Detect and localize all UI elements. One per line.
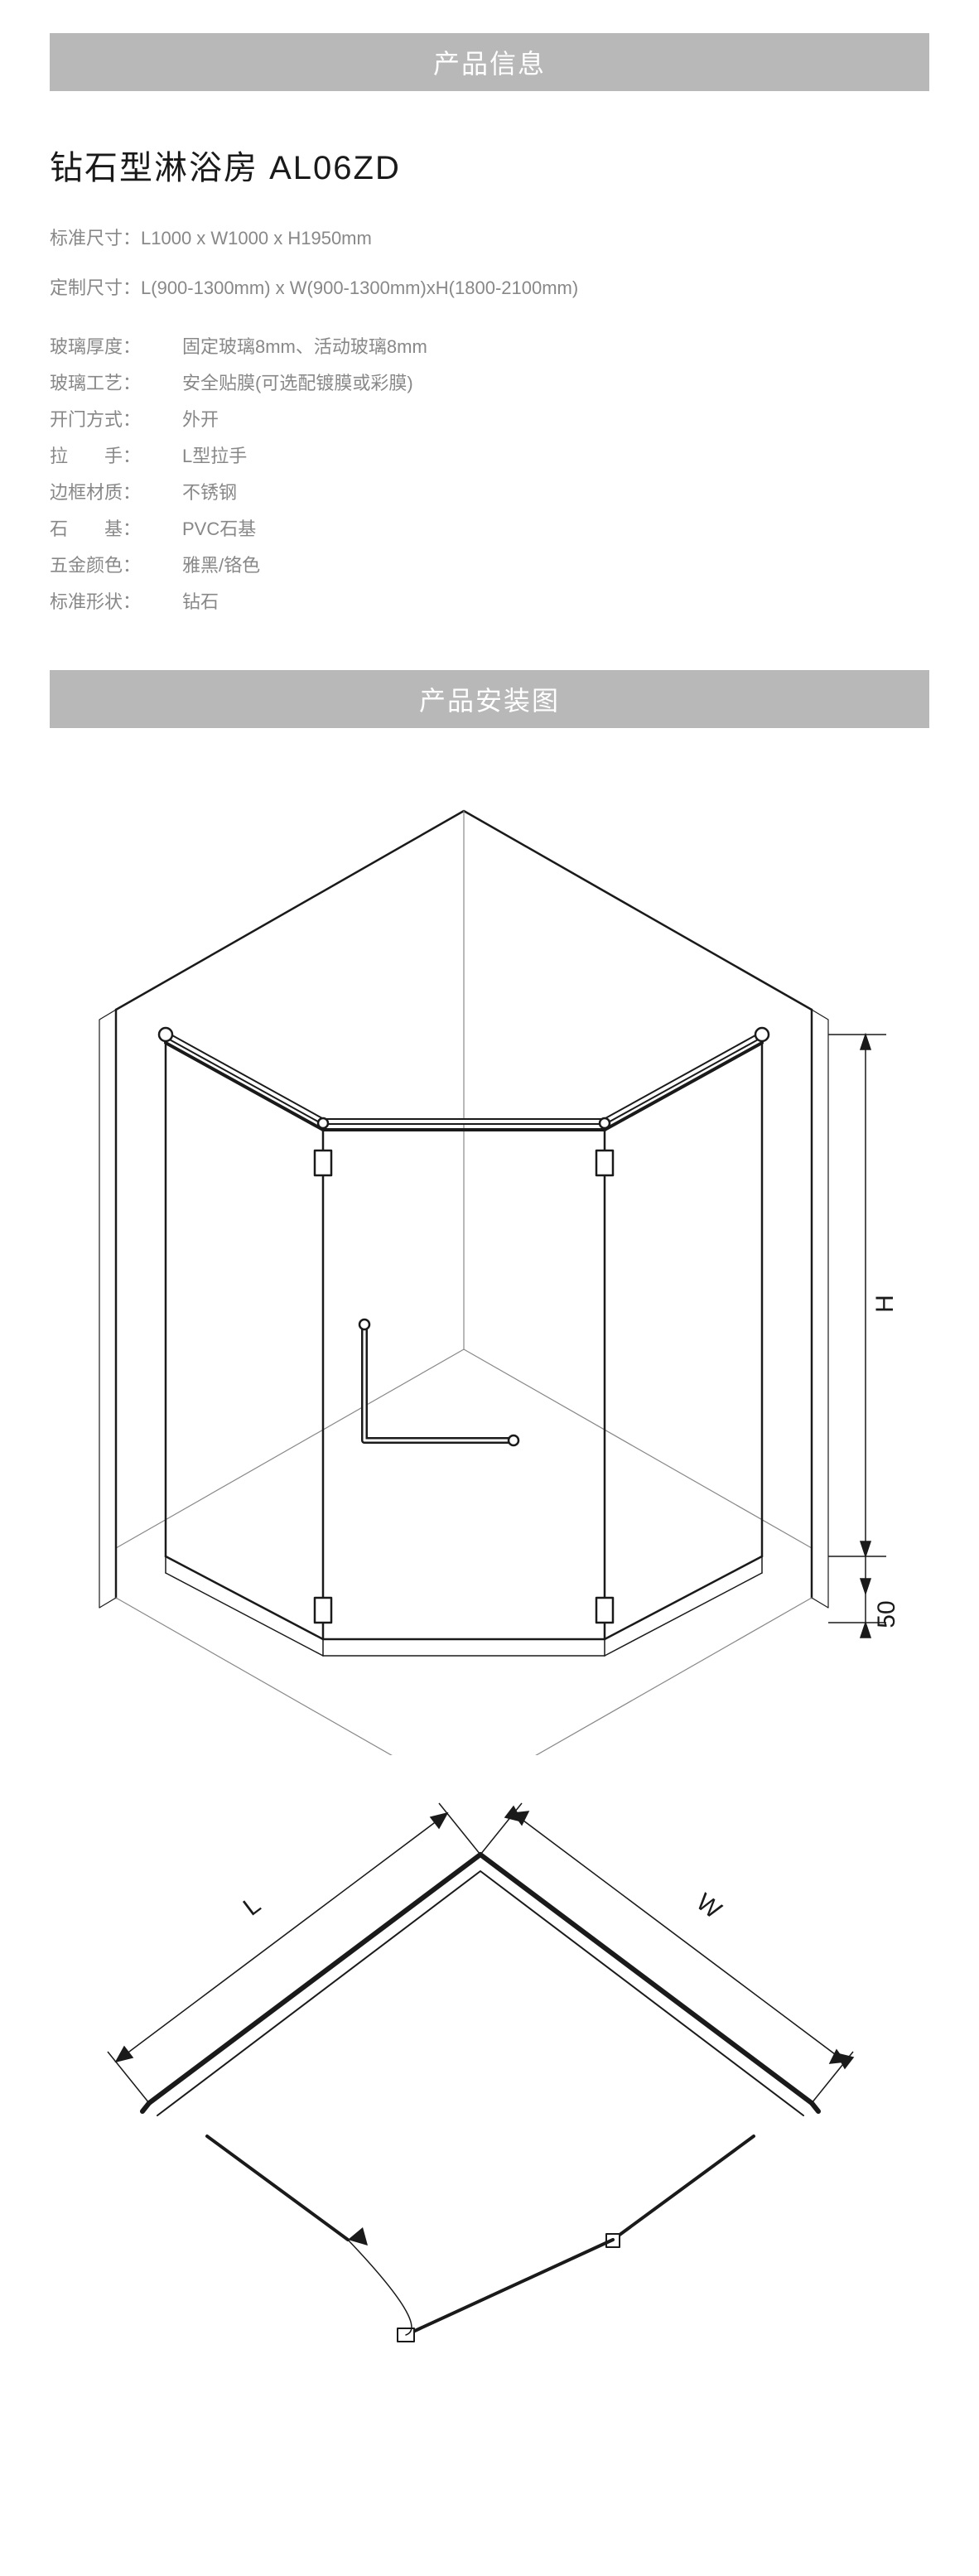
diagram-2d-container: L W xyxy=(50,1788,929,2368)
standard-dims-value: L1000 x W1000 x H1950mm xyxy=(141,228,372,248)
specs-list: 玻璃厚度：固定玻璃8mm、活动玻璃8mm玻璃工艺：安全贴膜(可选配镀膜或彩膜)开… xyxy=(50,329,929,620)
spec-label: 玻璃工艺： xyxy=(50,365,182,402)
dim-label-w: W xyxy=(691,1889,726,1925)
section-header-install-text: 产品安装图 xyxy=(419,686,560,716)
section-header-info-text: 产品信息 xyxy=(433,49,546,79)
section-header-info: 产品信息 xyxy=(50,33,929,91)
standard-dims-label: 标准尺寸： xyxy=(50,228,141,248)
product-title: 钻石型淋浴房 AL06ZD xyxy=(50,141,929,189)
spec-row: 玻璃厚度：固定玻璃8mm、活动玻璃8mm xyxy=(50,329,929,365)
spec-label: 玻璃厚度： xyxy=(50,329,182,365)
diagram-2d: L W xyxy=(50,1788,928,2368)
spec-label: 五金颜色： xyxy=(50,548,182,584)
dim-label-l: L xyxy=(239,1891,266,1921)
dim-label-h: H xyxy=(871,1295,899,1313)
section-header-install: 产品安装图 xyxy=(50,670,929,728)
spec-label: 开门方式： xyxy=(50,402,182,438)
spec-label: 边框材质： xyxy=(50,475,182,511)
info-block: 钻石型淋浴房 AL06ZD 标准尺寸：L1000 x W1000 x H1950… xyxy=(50,141,929,620)
spec-row: 玻璃工艺：安全贴膜(可选配镀膜或彩膜) xyxy=(50,365,929,402)
spec-row: 拉 手：L型拉手 xyxy=(50,438,929,475)
spec-value: 钻石 xyxy=(182,584,929,620)
spec-label: 标准形状： xyxy=(50,584,182,620)
spec-value: PVC石基 xyxy=(182,511,929,548)
diagram-3d-container: H 50 xyxy=(50,761,929,1755)
spec-row: 边框材质：不锈钢 xyxy=(50,475,929,511)
spec-row: 石 基：PVC石基 xyxy=(50,511,929,548)
diagram-3d: H 50 xyxy=(50,761,928,1755)
spec-value: 不锈钢 xyxy=(182,475,929,511)
custom-dims-label: 定制尺寸： xyxy=(50,277,141,298)
spec-row: 开门方式：外开 xyxy=(50,402,929,438)
spec-label: 拉 手： xyxy=(50,438,182,475)
spec-value: L型拉手 xyxy=(182,438,929,475)
custom-dims-value: L(900-1300mm) x W(900-1300mm)xH(1800-210… xyxy=(141,277,578,298)
custom-dims: 定制尺寸：L(900-1300mm) x W(900-1300mm)xH(180… xyxy=(50,272,929,305)
spec-value: 外开 xyxy=(182,402,929,438)
standard-dims: 标准尺寸：L1000 x W1000 x H1950mm xyxy=(50,222,929,255)
spec-row: 五金颜色：雅黑/铬色 xyxy=(50,548,929,584)
spec-label: 石 基： xyxy=(50,511,182,548)
spec-row: 标准形状：钻石 xyxy=(50,584,929,620)
spec-value: 固定玻璃8mm、活动玻璃8mm xyxy=(182,329,929,365)
spec-value: 雅黑/铬色 xyxy=(182,548,929,584)
dim-label-50: 50 xyxy=(873,1601,900,1628)
spec-value: 安全贴膜(可选配镀膜或彩膜) xyxy=(182,365,929,402)
